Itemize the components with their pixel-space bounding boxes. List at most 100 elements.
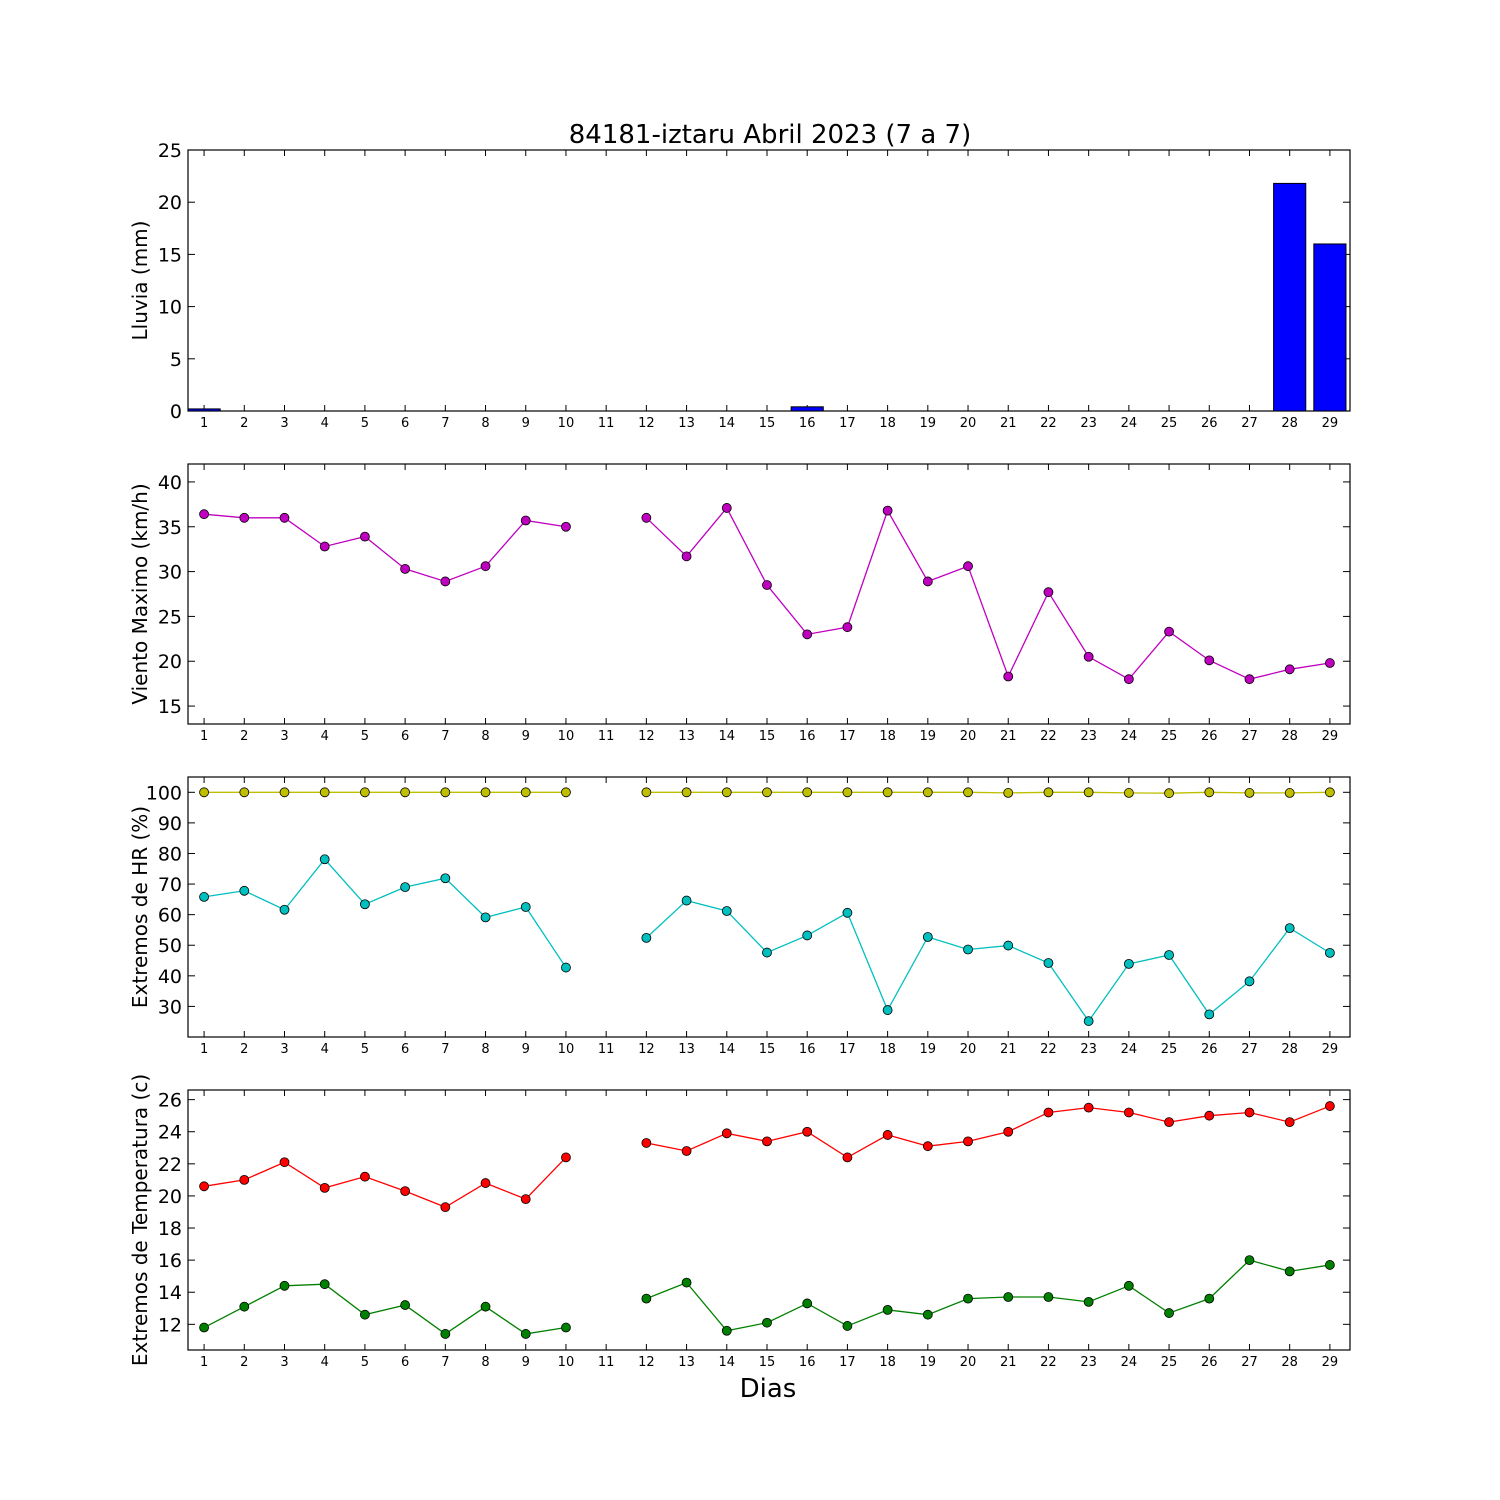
x-tick-label: 5 [361,729,369,744]
x-tick-label: 9 [522,416,530,431]
x-tick-label: 13 [678,1355,695,1370]
x-tick-label: 19 [920,729,937,744]
y-tick-label: 30 [158,562,182,584]
x-tick-label: 4 [321,1355,329,1370]
data-point [400,882,411,893]
data-point [882,1005,893,1015]
data-point [641,1138,652,1148]
x-tick-label: 27 [1241,1355,1258,1370]
data-point [1204,1293,1215,1304]
data-point [721,503,732,513]
x-tick-label: 11 [598,1042,615,1057]
series-line [646,791,1330,794]
data-point [480,1301,491,1312]
data-point [1083,787,1094,798]
x-tick-label: 24 [1121,1042,1138,1057]
x-tick-label: 18 [879,729,896,744]
x-tick-label: 15 [759,416,776,431]
y-tick-label: 40 [158,472,182,494]
y-tick-label: 24 [158,1122,182,1144]
data-point [1043,1292,1054,1302]
x-tick-label: 5 [361,1355,369,1370]
x-tick-label: 15 [759,1042,776,1057]
x-tick-label: 8 [481,729,489,744]
x-tick-label: 18 [879,1042,896,1057]
series-line [203,858,567,968]
data-point [400,1300,411,1310]
data-point [641,1293,652,1304]
x-tick-label: 19 [920,1355,937,1370]
data-point [1083,1102,1094,1113]
x-tick-label: 2 [240,1355,248,1370]
x-tick-label: 23 [1080,1355,1097,1370]
data-point [319,854,330,865]
x-tick-label: 27 [1241,416,1258,431]
y-tick-label: 90 [158,813,182,835]
data-point [239,787,250,798]
data-point [882,1130,893,1140]
x-tick-label: 7 [441,1355,449,1370]
data-point [561,1322,571,1333]
x-tick-label: 3 [280,416,288,431]
data-point [360,1171,370,1182]
data-point [1204,787,1215,798]
data-point [520,515,531,526]
x-tick-label: 1 [200,416,208,431]
series-line [645,899,1331,1023]
data-point [440,576,451,587]
data-point [319,1279,330,1290]
x-tick-label: 21 [1000,416,1017,431]
data-point [802,1126,813,1137]
x-tick-label: 26 [1201,1042,1218,1057]
x-tick-label: 16 [799,1042,816,1057]
data-point [1164,950,1174,960]
y-tick-label: 15 [158,244,182,266]
x-tick-label: 11 [598,1355,615,1370]
x-tick-label: 5 [361,416,369,431]
x-tick-label: 2 [240,729,248,744]
x-tick-label: 16 [799,1355,816,1370]
data-point [1204,655,1215,666]
x-tick-label: 7 [441,729,449,744]
x-tick-label: 17 [839,1355,856,1370]
y-tick-label: 5 [170,349,182,371]
x-tick-label: 14 [719,416,736,431]
data-point [440,1329,451,1339]
y-tick-label: 18 [158,1218,182,1240]
x-tick-label: 26 [1201,1355,1218,1370]
data-point [1123,958,1134,969]
x-tick-label: 29 [1322,729,1339,744]
data-point [721,1325,732,1336]
data-point [1164,626,1174,637]
data-point [239,1174,250,1185]
data-point [641,932,652,943]
x-tick-label: 12 [638,416,655,431]
series-line [204,513,567,583]
y-tick-label: 22 [158,1154,182,1176]
data-point [319,1183,330,1193]
data-point [922,1141,933,1152]
data-point [520,1194,531,1205]
x-tick-label: 2 [240,416,248,431]
data-point [963,561,973,572]
data-point [802,629,813,640]
data-point [480,561,491,572]
x-tick-label: 12 [638,729,655,744]
y-tick-label: 30 [158,996,182,1018]
data-point [400,563,411,574]
x-tick-label: 23 [1080,1042,1097,1057]
data-point [480,912,491,923]
data-point [922,1309,933,1320]
x-tick-label: 8 [481,1355,489,1370]
data-point [1043,958,1054,968]
y-tick-label: 20 [158,1186,182,1208]
x-tick-label: 15 [759,729,776,744]
x-tick-label: 10 [558,1042,575,1057]
data-point [922,787,933,798]
data-point [762,947,772,958]
data-point [1003,671,1014,682]
y-tick-label: 25 [158,606,182,628]
data-point [681,895,692,906]
y-axis-label: Viento Maximo (km/h) [128,483,152,704]
